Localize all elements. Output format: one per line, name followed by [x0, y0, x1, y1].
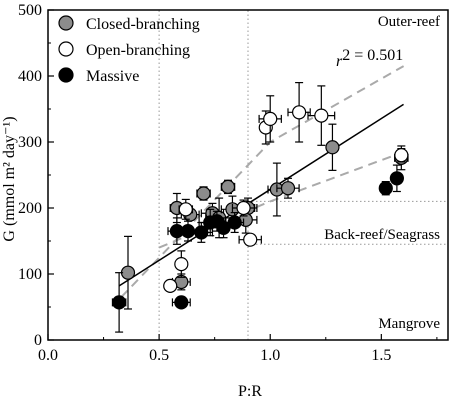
point-s2-0	[112, 295, 127, 310]
point-s2-10	[389, 171, 404, 186]
confidence-band	[120, 65, 405, 298]
legend-label-0: Closed-branching	[86, 16, 200, 33]
point-s2-3	[180, 224, 196, 239]
x-axis-title: P:R	[238, 383, 262, 400]
y-axis-title: G (mmol m² day⁻¹)	[1, 116, 18, 241]
region-label-outer-reef: Outer-reef	[378, 14, 440, 30]
x-tick-label-1: 0.5	[149, 347, 169, 364]
legend-marker-1	[58, 41, 74, 57]
data-points	[111, 81, 409, 333]
y-tick-label-4: 400	[18, 68, 42, 85]
y-tick-label-3: 300	[18, 134, 42, 151]
r-squared-symbol: r	[336, 53, 343, 70]
region-label-mangrove: Mangrove	[378, 316, 440, 332]
point-s1-7	[292, 105, 307, 120]
point-s2-9	[378, 181, 393, 196]
legend-label-1: Open-branching	[86, 42, 190, 59]
r-squared-value: 2 = 0.501	[342, 47, 403, 64]
axis-ticks: 0.0 0.5 1.0 1.5 0 100 200 300 400 500	[18, 2, 438, 364]
point-s1-8	[314, 108, 329, 123]
point-s2-4	[194, 225, 209, 240]
region-label-back-reef: Back-reef/Seagrass	[324, 227, 440, 243]
point-s0-4	[196, 186, 211, 201]
y-tick-label-1: 100	[18, 266, 42, 283]
point-s0-12	[280, 181, 296, 196]
legend-marker-0	[58, 15, 74, 31]
y-tick-label-5: 500	[18, 2, 42, 19]
x-tick-label-3: 1.5	[371, 347, 391, 364]
point-s0-7	[220, 179, 236, 194]
r-squared-label: r2 = 0.501	[336, 47, 403, 70]
point-s0-0	[120, 265, 136, 280]
y-tick-label-0: 0	[34, 332, 42, 349]
point-s1-4	[243, 232, 258, 247]
point-s1-2	[178, 202, 193, 217]
ci-lower-line	[158, 150, 404, 249]
point-s2-8	[227, 215, 242, 230]
point-s1-9	[394, 148, 409, 163]
point-s1-6	[263, 111, 278, 127]
y-tick-label-2: 200	[18, 200, 42, 217]
fit-line	[118, 103, 404, 287]
legend-label-2: Massive	[86, 68, 139, 85]
legend: Closed-branching Open-branching Massive	[58, 15, 200, 85]
ci-upper-line	[120, 65, 405, 298]
legend-marker-2	[58, 67, 74, 83]
reference-lines	[158, 10, 448, 340]
point-s1-3	[236, 200, 251, 216]
point-s2-1	[174, 295, 189, 310]
x-tick-label-2: 1.0	[260, 347, 280, 364]
x-tick-label-0: 0.0	[38, 347, 58, 364]
regression-line	[118, 103, 404, 287]
point-s1-1	[174, 257, 189, 272]
point-s0-13	[325, 140, 340, 155]
point-s1-0	[163, 278, 178, 293]
